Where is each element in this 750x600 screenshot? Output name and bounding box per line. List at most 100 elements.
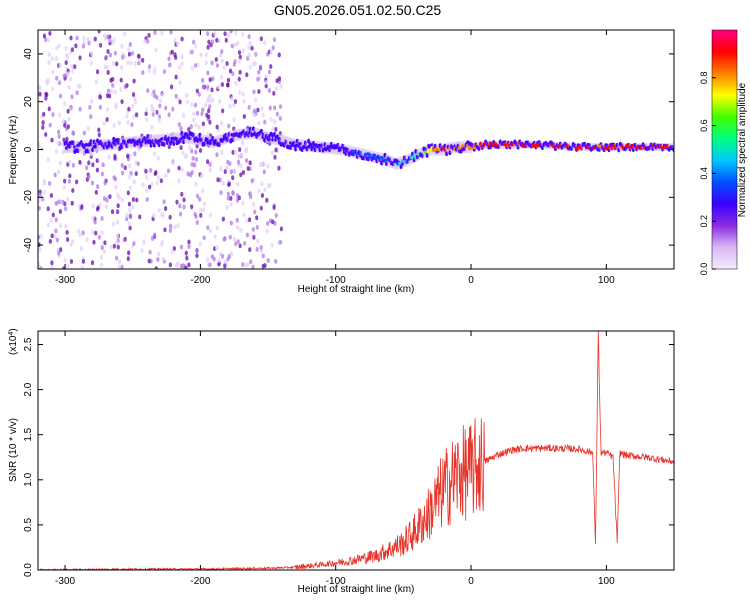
noise-dot: [127, 163, 132, 169]
noise-dot: [245, 146, 249, 152]
noise-dot: [108, 52, 113, 58]
noise-dot: [199, 212, 203, 218]
noise-dot: [226, 77, 231, 83]
noise-dot: [42, 190, 46, 195]
spectrogram-y-tick-label: 40: [23, 48, 34, 60]
noise-dot: [90, 98, 94, 104]
noise-dot: [247, 45, 251, 51]
noise-dot: [71, 162, 75, 168]
noise-dot: [202, 207, 206, 212]
noise-dot: [127, 106, 131, 112]
noise-dot: [86, 36, 90, 42]
noise-dot: [50, 265, 54, 269]
noise-dot: [204, 52, 208, 58]
noise-dot: [215, 63, 220, 68]
noise-dot: [63, 257, 67, 263]
noise-dot: [170, 249, 175, 254]
noise-dot: [231, 149, 235, 155]
noise-dot: [163, 227, 167, 233]
noise-dot: [48, 238, 52, 244]
noise-dot: [204, 60, 208, 66]
noise-dot: [175, 41, 179, 47]
noise-dot: [55, 237, 60, 243]
noise-dot: [112, 243, 116, 249]
noise-dot: [114, 184, 118, 190]
noise-dot: [57, 250, 61, 256]
noise-dot: [190, 148, 194, 154]
noise-dot: [108, 38, 112, 43]
spectrogram-y-label: Frequency (Hz): [8, 116, 19, 185]
noise-dot: [77, 203, 81, 209]
noise-dot: [259, 245, 263, 250]
noise-dot: [238, 54, 242, 60]
noise-dot: [237, 195, 241, 201]
noise-dot: [264, 83, 268, 89]
noise-dot: [66, 108, 70, 114]
noise-dot: [153, 232, 157, 238]
noise-dot: [46, 206, 50, 212]
noise-dot: [69, 35, 73, 41]
snr-multiplier-base: (x10: [8, 335, 19, 355]
noise-dot: [66, 124, 70, 130]
noise-dot: [120, 170, 125, 176]
noise-dot: [279, 84, 283, 89]
noise-dot: [156, 251, 161, 257]
noise-dot: [161, 212, 165, 218]
noise-dot: [120, 197, 124, 203]
spectrogram-x-tick-label: -300: [55, 275, 75, 286]
noise-dot: [277, 76, 282, 82]
noise-dot: [71, 239, 75, 244]
noise-dot: [272, 37, 277, 43]
spectrogram-x-tick-label: -100: [326, 275, 346, 286]
noise-dot: [259, 205, 263, 211]
noise-dot: [223, 31, 227, 37]
noise-dot: [128, 207, 132, 213]
noise-dot: [120, 162, 124, 168]
noise-dot: [227, 123, 231, 129]
noise-dot: [231, 71, 235, 77]
noise-dot: [233, 150, 238, 156]
noise-dot: [259, 36, 263, 42]
noise-dot: [133, 96, 137, 102]
noise-dot: [220, 149, 224, 155]
noise-dot: [73, 64, 77, 70]
noise-dot: [111, 82, 115, 88]
noise-dot: [271, 126, 275, 132]
noise-dot: [66, 196, 70, 202]
noise-dot: [91, 215, 95, 220]
noise-dot: [229, 196, 233, 201]
noise-dot: [219, 74, 224, 80]
noise-dot: [231, 175, 235, 181]
noise-dot: [205, 159, 210, 165]
noise-dot: [68, 76, 73, 82]
colorbar-label: Normalized spectral amplitude: [737, 82, 748, 217]
noise-dot: [256, 107, 260, 113]
spectrogram-y-tick-label: -20: [23, 190, 34, 205]
noise-dot: [109, 77, 113, 83]
noise-dot: [100, 245, 104, 250]
noise-dot: [241, 200, 245, 206]
noise-dot: [41, 120, 45, 125]
noise-dot: [262, 169, 266, 175]
noise-dot: [75, 90, 79, 96]
noise-dot: [97, 30, 101, 34]
spectrogram-x-tick-label: -200: [190, 275, 210, 286]
noise-dot: [64, 206, 68, 212]
noise-dot: [87, 160, 91, 166]
noise-dot: [200, 188, 205, 194]
noise-dot: [38, 91, 42, 97]
noise-dot: [179, 126, 183, 132]
noise-dot: [252, 234, 256, 240]
noise-dot: [245, 218, 249, 223]
noise-dot: [232, 117, 236, 123]
noise-dot: [152, 69, 157, 75]
noise-dot: [188, 145, 192, 151]
noise-dot: [153, 30, 158, 36]
noise-dot: [42, 33, 47, 39]
noise-dot: [225, 204, 229, 210]
noise-dot: [116, 192, 120, 198]
noise-dot: [130, 122, 134, 128]
noise-dot: [123, 236, 127, 242]
noise-dot: [38, 262, 41, 268]
noise-dot: [236, 159, 241, 165]
